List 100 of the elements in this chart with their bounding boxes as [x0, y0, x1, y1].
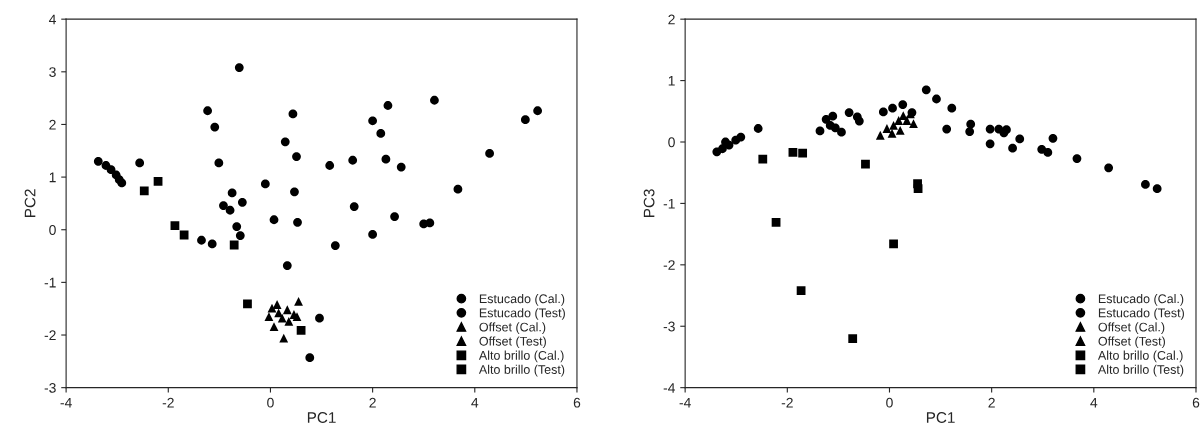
point [913, 184, 923, 194]
y-tick-label: -2 [44, 330, 56, 341]
point [882, 124, 892, 133]
legend-label: Offset (Test) [1098, 336, 1165, 349]
x-axis-title: PC1 [307, 412, 336, 423]
legend-label: Offset (Cal.) [479, 322, 546, 334]
point [887, 129, 897, 138]
point [985, 124, 995, 134]
point [219, 201, 228, 210]
x-tick-label: -4 [60, 397, 72, 408]
point [895, 125, 905, 135]
y-tick-label: -4 [663, 383, 676, 393]
point [861, 159, 870, 169]
x-tick-label: 2 [988, 397, 995, 408]
x-tick-label: 4 [471, 397, 479, 408]
point [520, 115, 530, 125]
y-tick-label: 1 [668, 76, 675, 86]
point [349, 202, 359, 211]
point [348, 155, 358, 165]
point [135, 158, 145, 168]
point [139, 186, 149, 196]
point [815, 126, 825, 136]
point [269, 322, 279, 331]
point [909, 119, 918, 128]
x-axis-title: PC1 [926, 412, 955, 423]
x-tick-label: 6 [1192, 397, 1200, 408]
y-tick-label: 3 [49, 67, 56, 77]
point [798, 148, 808, 158]
point [828, 111, 838, 121]
y-axis-title: PC3 [643, 189, 655, 218]
point [889, 239, 898, 249]
point [894, 116, 904, 125]
point [1141, 179, 1150, 189]
point [325, 161, 335, 170]
point [485, 149, 494, 158]
x-tick-label: 4 [1090, 397, 1098, 408]
point [368, 116, 378, 126]
point [315, 313, 324, 323]
point [234, 63, 244, 72]
point [736, 132, 746, 142]
y-tick-label: 1 [49, 172, 56, 183]
point [1048, 133, 1058, 143]
y-tick-label: -3 [44, 382, 56, 393]
point [1015, 134, 1025, 144]
point [269, 215, 279, 225]
y-tick-label: 2 [49, 119, 56, 130]
point [848, 334, 858, 343]
point [93, 156, 103, 166]
y-tick-label: 4 [48, 14, 56, 25]
point [921, 85, 931, 95]
point [293, 217, 302, 227]
point [277, 313, 287, 323]
point [207, 239, 217, 249]
point [888, 103, 897, 113]
point [279, 333, 289, 343]
x-tick-label: 0 [267, 397, 274, 408]
point [942, 124, 952, 134]
y-tick-label: -2 [663, 260, 675, 270]
point [771, 218, 781, 227]
x-tick-label: 6 [573, 397, 581, 408]
point [1037, 144, 1047, 154]
point [296, 325, 306, 335]
point [1072, 154, 1082, 163]
y-tick-label: -1 [663, 198, 675, 209]
point [533, 106, 543, 116]
point [966, 119, 976, 129]
point [889, 121, 898, 130]
y-tick-label: 0 [668, 137, 675, 148]
point [396, 162, 406, 172]
point [282, 261, 292, 270]
point [383, 101, 393, 110]
point [288, 109, 298, 119]
point [796, 286, 806, 296]
point [902, 116, 912, 125]
x-tick-label: -4 [679, 397, 691, 408]
point [260, 179, 270, 189]
point [1152, 184, 1162, 194]
point [788, 148, 798, 157]
point [214, 158, 224, 168]
point [381, 154, 391, 164]
point [453, 184, 463, 194]
y-tick-label: -3 [663, 321, 675, 332]
point [1043, 148, 1053, 157]
point [264, 312, 274, 321]
x-tick-label: 2 [369, 397, 376, 408]
legend-label: Estucado (Test) [1098, 308, 1184, 320]
y-tick-label: -1 [44, 277, 56, 288]
legend-label: Estucado (Cal.) [1098, 294, 1184, 306]
point [1104, 163, 1114, 173]
point [243, 299, 252, 309]
legend-label: Alto brillo (Cal.) [478, 350, 564, 363]
point [753, 124, 763, 133]
point [425, 218, 435, 228]
point [210, 122, 220, 132]
point [106, 165, 116, 175]
point [875, 130, 885, 140]
legend-label: Alto brillo (Test) [478, 364, 565, 377]
point [232, 222, 242, 231]
point [272, 300, 282, 309]
legend-label: Alto brillo (Cal.) [1097, 350, 1183, 363]
